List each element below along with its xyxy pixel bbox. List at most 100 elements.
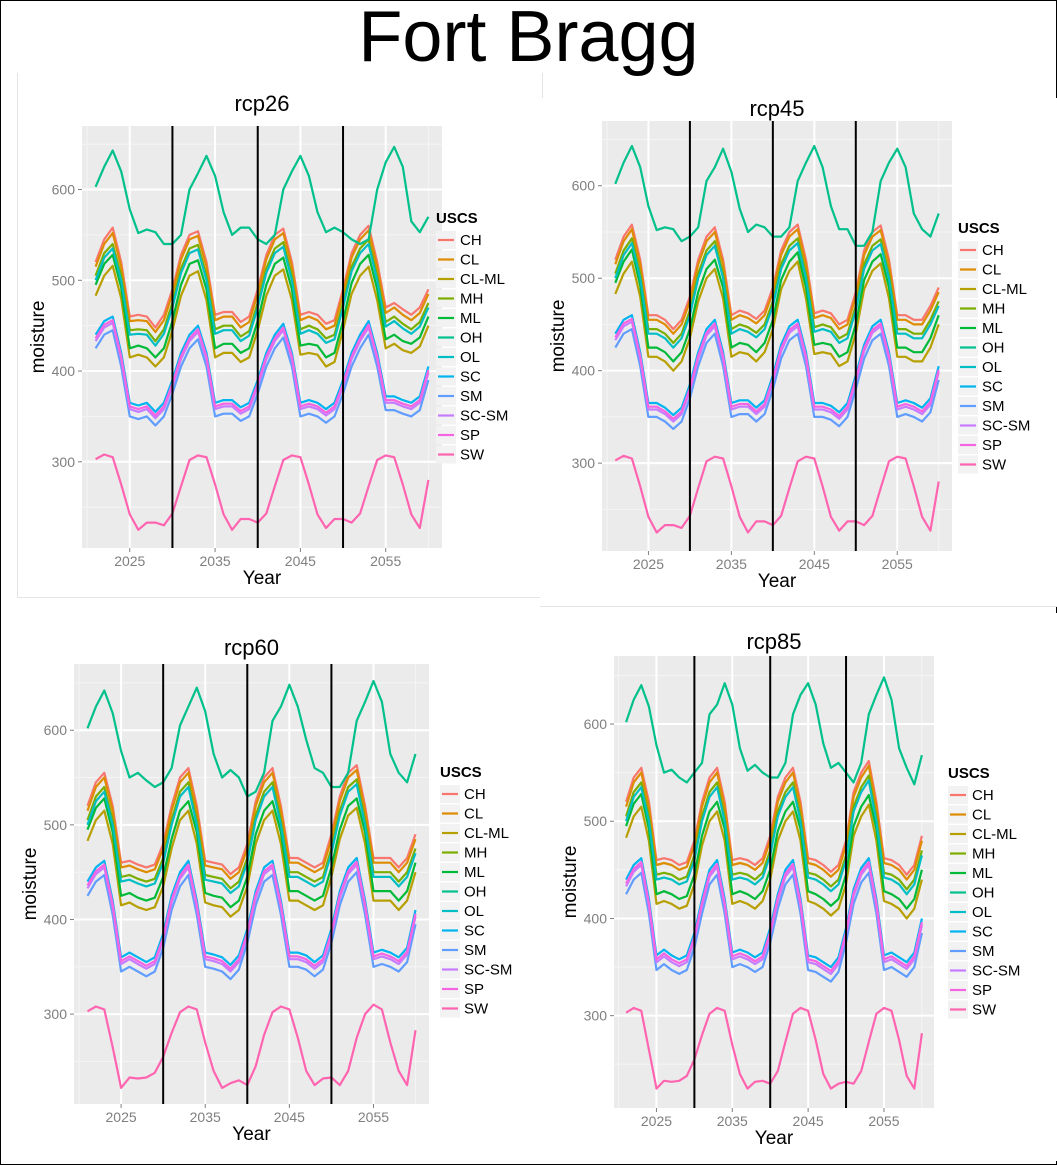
legend-label-ch: CH xyxy=(972,787,994,804)
plot-background xyxy=(82,126,442,548)
x-tick-label: 2055 xyxy=(358,1109,389,1125)
x-tick-label: 2025 xyxy=(633,556,664,572)
series-line-sp xyxy=(625,861,923,972)
legend-title: USCS xyxy=(440,764,482,781)
series-line-ol xyxy=(625,779,923,896)
legend-label-ol: OL xyxy=(464,903,484,920)
y-tick-label: 300 xyxy=(572,455,596,471)
legend-label-sc: SC xyxy=(972,924,993,941)
y-tick-label: 600 xyxy=(584,716,608,732)
y-tick-label: 400 xyxy=(572,363,596,379)
legend-label-sw: SW xyxy=(460,447,485,464)
legend-label-mh: MH xyxy=(464,845,487,862)
legend-label-cl-ml: CL-ML xyxy=(972,826,1017,843)
y-axis-title: moisture xyxy=(20,848,41,921)
x-axis-title: Year xyxy=(243,568,282,589)
series-line-ml xyxy=(94,253,430,359)
panel-rcp85: rcp85 2025 2035 2045 2055 300 400 500 600 Year moi… xyxy=(544,613,1057,1161)
y-tick-label: 300 xyxy=(584,1008,608,1024)
series-line-ol xyxy=(86,783,417,895)
legend-label-mh: MH xyxy=(460,291,483,308)
y-axis-title: moisture xyxy=(548,300,569,373)
y-axis-title: moisture xyxy=(560,846,581,919)
legend-label-cl-ml: CL-ML xyxy=(982,281,1027,298)
x-tick-label: 2035 xyxy=(716,556,747,572)
series-line-sm xyxy=(86,871,417,981)
x-tick-label: 2025 xyxy=(641,1113,672,1129)
series-line-sp xyxy=(614,317,940,420)
legend-label-cl: CL xyxy=(464,806,483,823)
x-tick-label: 2035 xyxy=(200,553,231,569)
legend-label-sc: SC xyxy=(982,379,1003,396)
legend-label-sc: SC xyxy=(460,369,481,386)
chart-title: rcp26 xyxy=(234,91,289,116)
series-line-cl xyxy=(94,229,430,334)
y-tick-label: 500 xyxy=(584,813,608,829)
series-line-ol xyxy=(94,242,430,347)
legend-title: USCS xyxy=(958,220,1000,237)
chart-title: rcp60 xyxy=(224,635,279,660)
legend-label-cl-ml: CL-ML xyxy=(460,271,505,288)
series-line-ml xyxy=(614,248,940,363)
x-tick-label: 2045 xyxy=(799,556,830,572)
legend-label-sw: SW xyxy=(982,457,1007,474)
legend-label-oh: OH xyxy=(460,330,483,347)
x-tick-label: 2035 xyxy=(717,1113,748,1129)
series-line-sm xyxy=(94,329,430,427)
y-axis-title: moisture xyxy=(28,301,49,374)
chart-title: rcp45 xyxy=(749,98,804,121)
series-line-sm xyxy=(625,871,923,983)
legend-label-cl: CL xyxy=(972,807,991,824)
series-line-ml xyxy=(625,792,923,910)
series-line-sp xyxy=(94,319,430,417)
legend-label-sp: SP xyxy=(460,427,480,444)
y-tick-label: 500 xyxy=(44,817,68,833)
x-axis-title: Year xyxy=(755,1128,794,1149)
legend-label-ol: OL xyxy=(460,349,480,366)
legend-label-ml: ML xyxy=(972,865,993,882)
x-tick-label: 2055 xyxy=(868,1113,899,1129)
chart-title: rcp85 xyxy=(746,629,801,654)
legend-title: USCS xyxy=(948,765,990,782)
y-tick-label: 500 xyxy=(52,272,76,288)
legend-label-ch: CH xyxy=(464,786,486,803)
series-line-sw xyxy=(625,1006,923,1090)
legend-label-oh: OH xyxy=(982,340,1005,357)
legend-label-sp: SP xyxy=(982,437,1002,454)
legend-label-cl-ml: CL-ML xyxy=(464,825,509,842)
series-line-ol xyxy=(614,242,940,349)
series-line-sm xyxy=(614,328,940,430)
panel-rcp26: rcp26 2025 2035 2045 2055 300 400 500 600 Year moi… xyxy=(17,73,543,598)
x-tick-label: 2025 xyxy=(114,553,145,569)
series-line-cl-ml xyxy=(614,260,940,372)
legend-label-ml: ML xyxy=(464,864,485,881)
panel-rcp45: rcp45 2025 2035 2045 2055 300 400 500 600 Year moi… xyxy=(540,98,1057,607)
legend-label-sc-sm: SC-SM xyxy=(460,408,508,425)
series-line-cl-ml xyxy=(625,803,923,920)
legend-label-sm: SM xyxy=(460,388,483,405)
y-tick-label: 400 xyxy=(44,911,68,927)
legend-label-oh: OH xyxy=(464,884,487,901)
series-line-oh xyxy=(625,676,923,786)
y-tick-label: 600 xyxy=(572,178,596,194)
legend-label-sc-sm: SC-SM xyxy=(982,418,1030,435)
x-tick-label: 2045 xyxy=(793,1113,824,1129)
series-line-oh xyxy=(94,145,430,246)
x-tick-label: 2045 xyxy=(285,553,316,569)
legend-label-sp: SP xyxy=(972,982,992,999)
legend-label-sp: SP xyxy=(464,981,484,998)
legend-label-cl: CL xyxy=(982,262,1001,279)
legend-label-ch: CH xyxy=(460,232,482,249)
legend-label-sc: SC xyxy=(464,923,485,940)
series-line-cl-ml xyxy=(86,806,417,918)
chart-rcp45: rcp45 2025 2035 2045 2055 300 400 500 600 Year moi… xyxy=(548,98,1030,592)
y-tick-label: 600 xyxy=(52,182,76,198)
series-line-sw xyxy=(614,454,940,534)
legend-label-sm: SM xyxy=(464,942,487,959)
legend-label-sm: SM xyxy=(972,943,995,960)
legend-label-ol: OL xyxy=(982,359,1002,376)
legend-label-cl: CL xyxy=(460,252,479,269)
legend-label-mh: MH xyxy=(982,301,1005,318)
series-line-cl xyxy=(86,768,417,880)
x-tick-label: 2025 xyxy=(106,1109,137,1125)
